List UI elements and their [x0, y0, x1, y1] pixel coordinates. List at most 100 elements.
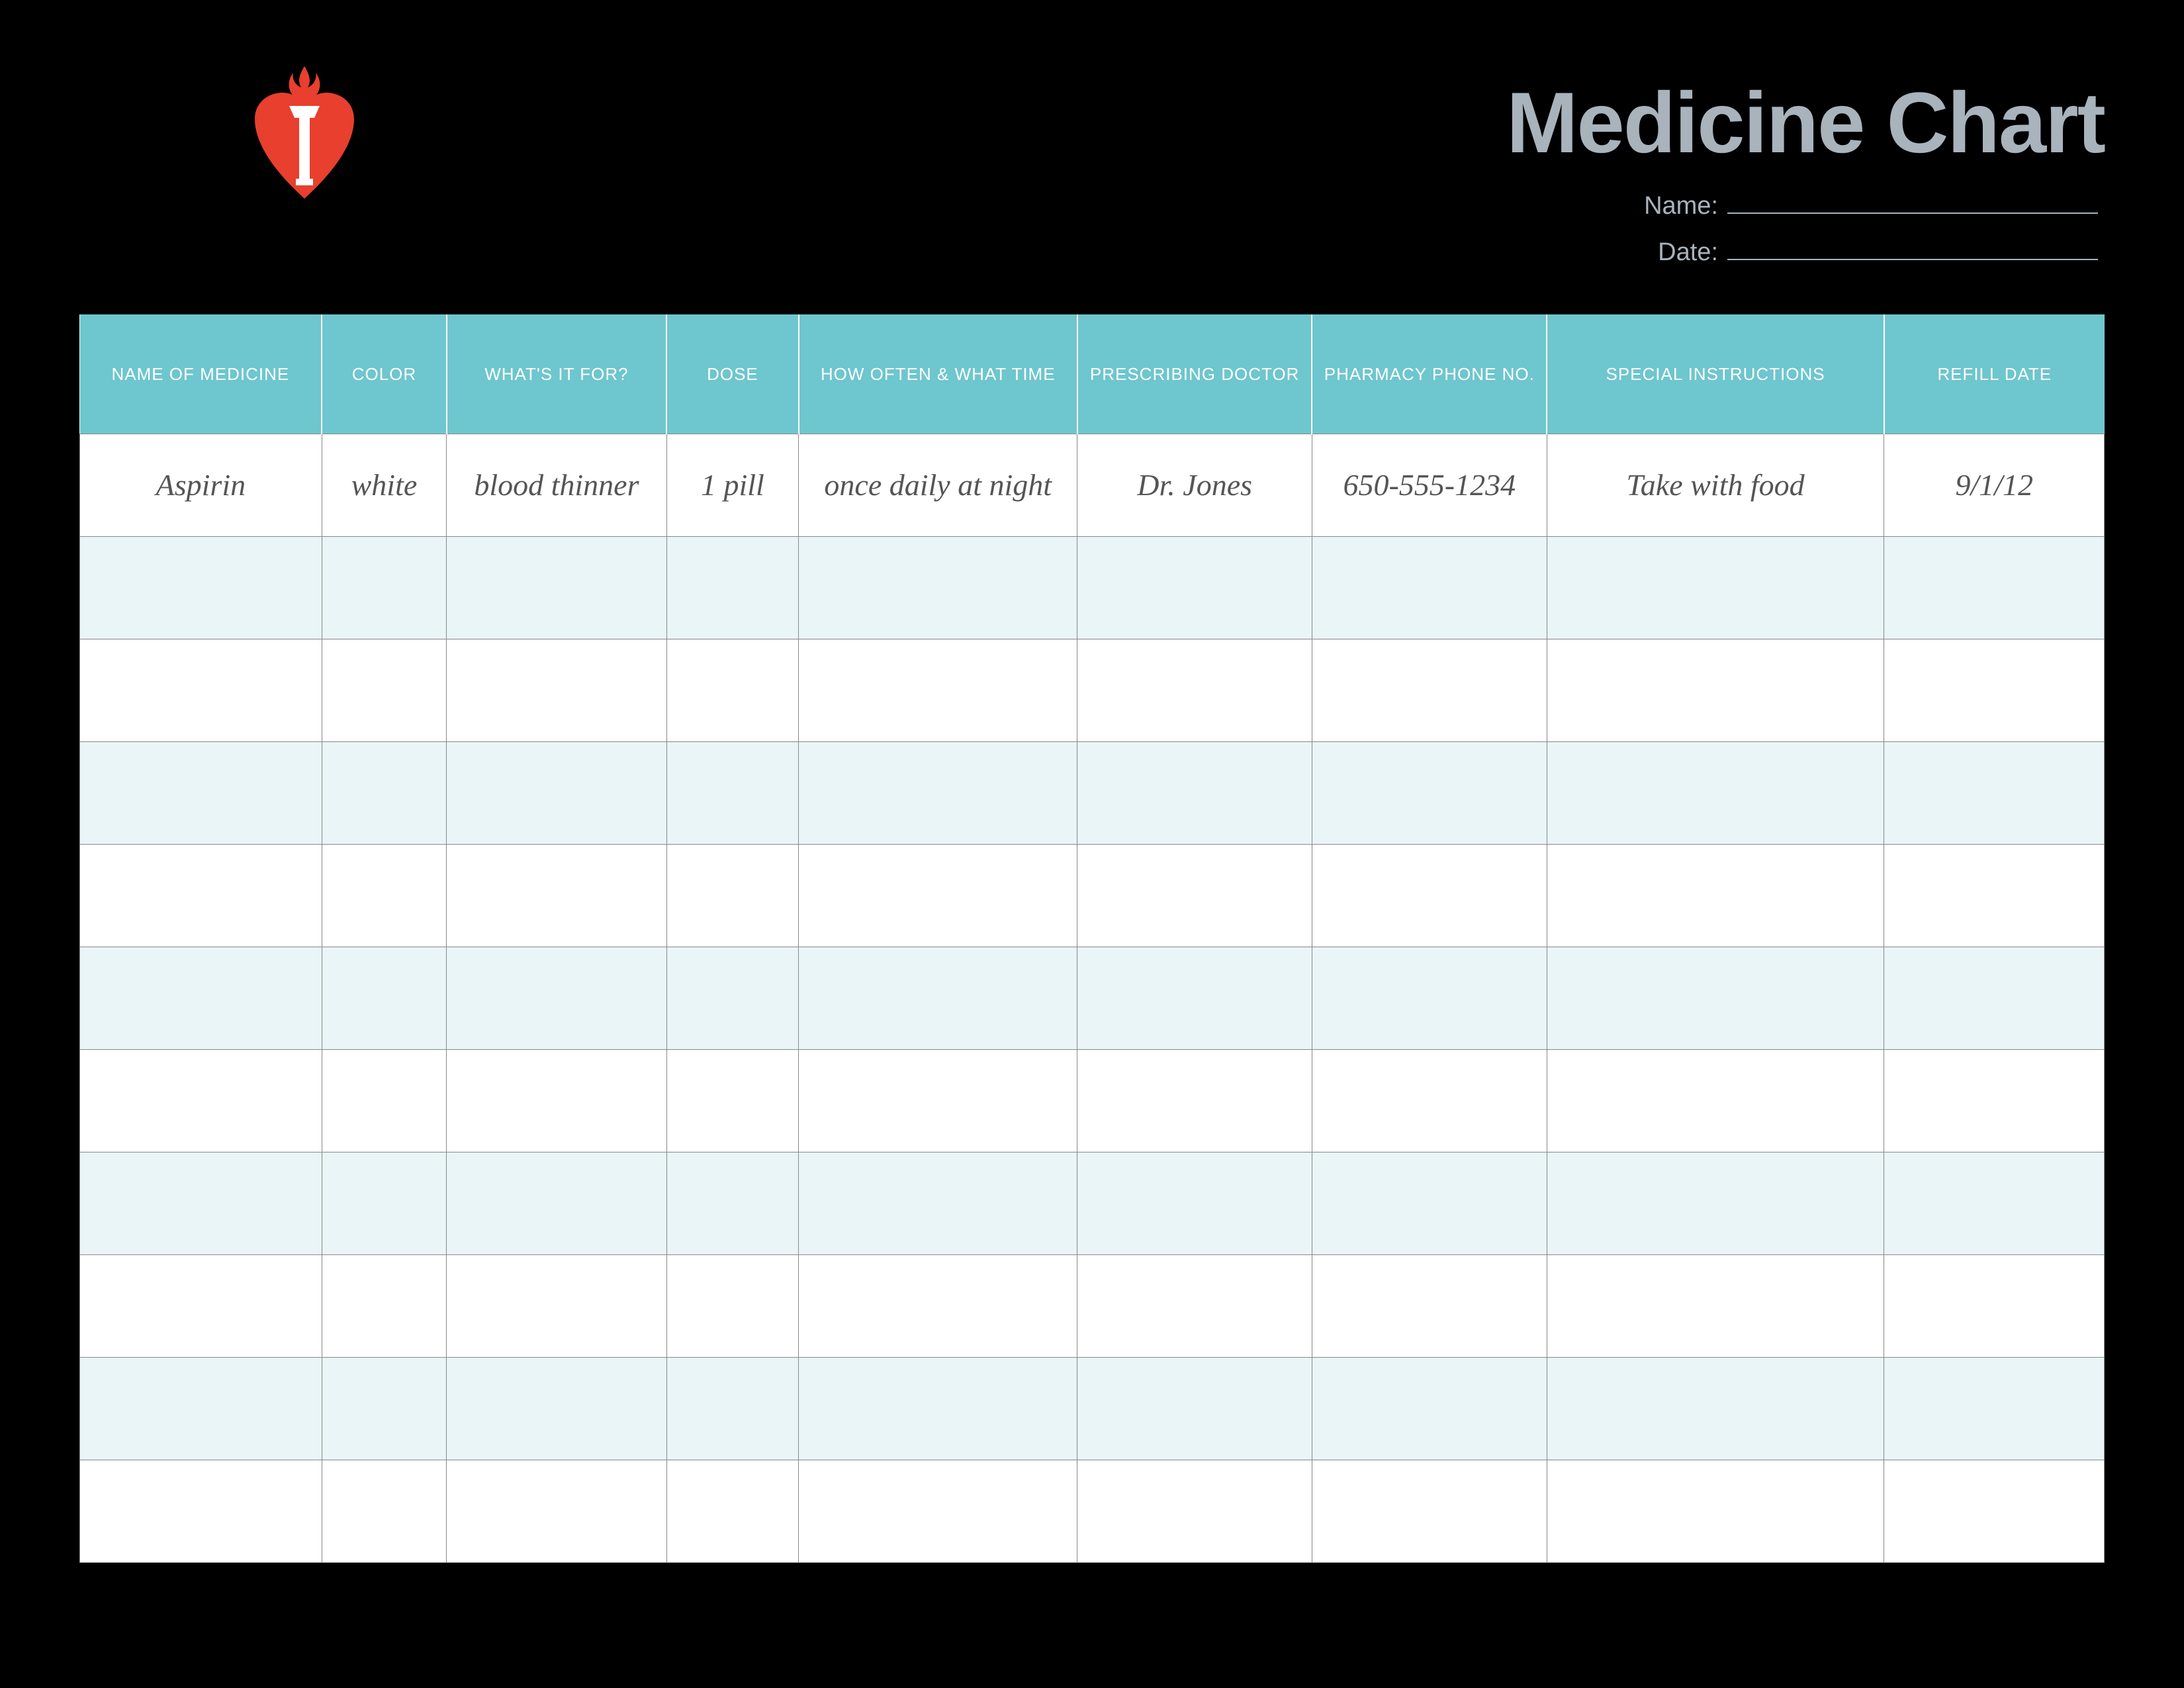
table-cell[interactable]: [80, 844, 322, 947]
table-cell[interactable]: Aspirin: [80, 434, 322, 536]
date-input-line[interactable]: [1727, 240, 2098, 260]
table-cell[interactable]: [799, 1357, 1077, 1460]
table-cell[interactable]: [1077, 947, 1312, 1049]
table-cell[interactable]: [666, 1357, 799, 1460]
table-cell[interactable]: [80, 1152, 322, 1254]
table-cell[interactable]: [447, 1460, 667, 1562]
table-cell[interactable]: [1884, 844, 2105, 947]
table-cell[interactable]: [799, 639, 1077, 741]
table-cell[interactable]: 9/1/12: [1884, 434, 2105, 536]
table-cell[interactable]: [666, 1460, 799, 1562]
table-cell[interactable]: [447, 844, 667, 947]
table-cell[interactable]: [322, 1049, 446, 1152]
table-cell[interactable]: [447, 1357, 667, 1460]
table-cell[interactable]: [447, 1049, 667, 1152]
table-cell[interactable]: [1547, 1049, 1884, 1152]
table-cell[interactable]: [799, 536, 1077, 639]
table-cell[interactable]: [1312, 1254, 1547, 1357]
table-cell[interactable]: [799, 1254, 1077, 1357]
table-cell[interactable]: Take with food: [1547, 434, 1884, 536]
table-cell[interactable]: [1884, 1254, 2105, 1357]
table-cell[interactable]: 650-555-1234: [1312, 434, 1547, 536]
table-cell[interactable]: [1077, 1460, 1312, 1562]
table-cell[interactable]: [1547, 1254, 1884, 1357]
table-cell[interactable]: [1884, 1357, 2105, 1460]
table-cell[interactable]: [1077, 536, 1312, 639]
table-cell[interactable]: [1884, 536, 2105, 639]
table-cell[interactable]: [447, 741, 667, 844]
table-cell[interactable]: [1077, 1357, 1312, 1460]
table-cell[interactable]: [799, 947, 1077, 1049]
name-input-line[interactable]: [1727, 194, 2098, 214]
table-cell[interactable]: [1884, 1049, 2105, 1152]
table-cell[interactable]: [1312, 741, 1547, 844]
table-cell[interactable]: [1884, 947, 2105, 1049]
table-cell[interactable]: [322, 844, 446, 947]
table-cell[interactable]: [799, 1152, 1077, 1254]
table-cell[interactable]: [322, 1460, 446, 1562]
table-cell[interactable]: [322, 741, 446, 844]
table-cell[interactable]: [322, 1357, 446, 1460]
table-cell[interactable]: [1312, 1357, 1547, 1460]
table-cell[interactable]: [1077, 639, 1312, 741]
table-cell[interactable]: [80, 1357, 322, 1460]
table-cell[interactable]: [1547, 1460, 1884, 1562]
table-cell[interactable]: [1547, 536, 1884, 639]
table-cell[interactable]: [1312, 1460, 1547, 1562]
table-cell[interactable]: [1547, 844, 1884, 947]
table-cell[interactable]: [666, 1049, 799, 1152]
table-cell[interactable]: [80, 1049, 322, 1152]
table-cell[interactable]: [1077, 1254, 1312, 1357]
table-cell[interactable]: [447, 1152, 667, 1254]
table-cell[interactable]: once daily at night: [799, 434, 1077, 536]
table-cell[interactable]: [80, 947, 322, 1049]
table-cell[interactable]: [1312, 1152, 1547, 1254]
table-cell[interactable]: [1312, 844, 1547, 947]
table-cell[interactable]: [1547, 639, 1884, 741]
table-cell[interactable]: [322, 947, 446, 1049]
table-cell[interactable]: [80, 536, 322, 639]
table-cell[interactable]: [1077, 1049, 1312, 1152]
table-cell[interactable]: [447, 536, 667, 639]
table-cell[interactable]: [1312, 639, 1547, 741]
table-cell[interactable]: [1547, 947, 1884, 1049]
table-cell[interactable]: [447, 639, 667, 741]
table-cell[interactable]: 1 pill: [666, 434, 799, 536]
table-cell[interactable]: [666, 947, 799, 1049]
table-cell[interactable]: [80, 1254, 322, 1357]
table-cell[interactable]: [1547, 741, 1884, 844]
table-cell[interactable]: [1312, 947, 1547, 1049]
table-cell[interactable]: [666, 639, 799, 741]
table-cell[interactable]: Dr. Jones: [1077, 434, 1312, 536]
table-cell[interactable]: [666, 741, 799, 844]
table-cell[interactable]: [80, 639, 322, 741]
table-cell[interactable]: [1884, 1152, 2105, 1254]
table-cell[interactable]: [666, 536, 799, 639]
table-cell[interactable]: [322, 536, 446, 639]
table-cell[interactable]: [447, 1254, 667, 1357]
table-cell[interactable]: [1077, 844, 1312, 947]
table-cell[interactable]: [799, 1049, 1077, 1152]
table-cell[interactable]: [799, 741, 1077, 844]
table-cell[interactable]: [666, 1254, 799, 1357]
table-cell[interactable]: [1312, 1049, 1547, 1152]
table-cell[interactable]: [666, 1152, 799, 1254]
table-cell[interactable]: [322, 639, 446, 741]
table-cell[interactable]: [80, 1460, 322, 1562]
table-cell[interactable]: [1884, 1460, 2105, 1562]
table-cell[interactable]: [1884, 741, 2105, 844]
table-cell[interactable]: [1547, 1152, 1884, 1254]
table-cell[interactable]: [447, 947, 667, 1049]
table-cell[interactable]: [322, 1254, 446, 1357]
table-cell[interactable]: [799, 1460, 1077, 1562]
table-cell[interactable]: [80, 741, 322, 844]
table-cell[interactable]: white: [322, 434, 446, 536]
table-cell[interactable]: [1547, 1357, 1884, 1460]
table-cell[interactable]: [799, 844, 1077, 947]
table-cell[interactable]: [1312, 536, 1547, 639]
table-cell[interactable]: [1077, 741, 1312, 844]
table-cell[interactable]: [1884, 639, 2105, 741]
table-cell[interactable]: [322, 1152, 446, 1254]
table-cell[interactable]: [1077, 1152, 1312, 1254]
table-cell[interactable]: [666, 844, 799, 947]
